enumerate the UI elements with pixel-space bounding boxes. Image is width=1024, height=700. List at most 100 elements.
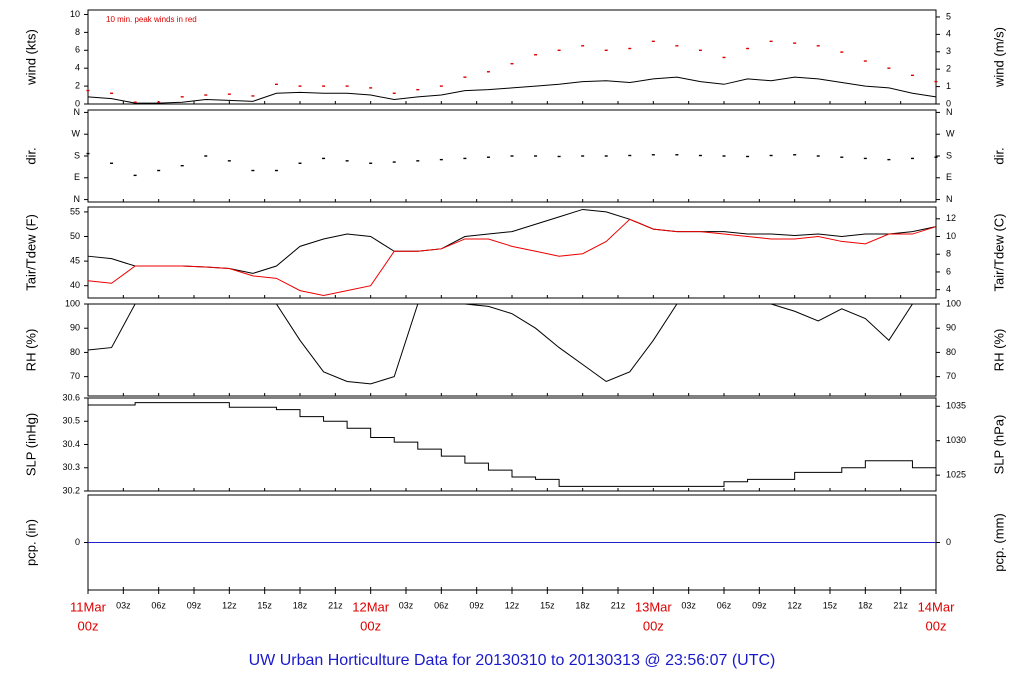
data-dot — [416, 88, 420, 91]
y2-tick-label: 1030 — [946, 435, 966, 445]
x-tick-label: 09z — [187, 600, 202, 610]
data-dot — [557, 49, 561, 51]
y-tick-label: 8 — [75, 27, 80, 37]
y2-axis-label: pcp. (mm) — [991, 513, 1006, 572]
y2-axis-label: dir. — [991, 147, 1006, 164]
y2-tick-label: 6 — [946, 266, 951, 276]
y2-tick-label: 1025 — [946, 470, 966, 480]
data-line — [87, 218, 937, 297]
y2-tick-label: E — [946, 172, 952, 182]
data-dot — [675, 45, 679, 47]
y-tick-label: S — [74, 150, 80, 160]
x-tick-label: 21z — [328, 600, 343, 610]
data-dot — [463, 76, 467, 78]
y2-tick-label: 8 — [946, 249, 951, 259]
y-tick-label: N — [74, 194, 81, 204]
data-dot — [439, 158, 443, 161]
y2-tick-label: N — [946, 194, 953, 204]
data-dot — [746, 47, 750, 50]
y2-tick-label: 10 — [946, 231, 956, 241]
x-tick-label: 03z — [399, 600, 414, 610]
data-dot — [863, 60, 867, 62]
y-tick-label: E — [74, 172, 80, 182]
data-dot — [698, 49, 702, 51]
x-tick-label: 09z — [469, 600, 484, 610]
data-dot — [769, 154, 773, 157]
y-tick-label: 30.4 — [62, 439, 80, 449]
y-axis-label: RH (%) — [23, 329, 38, 372]
data-dot — [934, 156, 938, 158]
y-axis-label: SLP (inHg) — [23, 413, 38, 476]
y-axis-label: dir. — [23, 147, 38, 164]
data-dot — [793, 42, 797, 44]
data-dot — [345, 85, 349, 87]
y-tick-label: 0 — [75, 537, 80, 547]
data-dot — [251, 95, 255, 97]
data-dot — [298, 162, 302, 164]
data-dot — [840, 51, 844, 53]
data-dot — [345, 160, 349, 162]
data-dot — [133, 101, 137, 103]
data-dot — [746, 155, 750, 158]
y-tick-label: 30.3 — [62, 462, 80, 472]
y2-tick-label: 2 — [946, 64, 951, 74]
data-dot — [369, 162, 373, 164]
data-dot — [463, 157, 467, 160]
x-date-label: 12Mar — [352, 599, 390, 614]
data-dot — [793, 154, 797, 156]
annotation: 10 min. peak winds in red — [106, 15, 197, 24]
y-tick-label: 6 — [75, 45, 80, 55]
x-date-label: 14Mar — [918, 599, 956, 614]
x-tick-label: 18z — [293, 600, 308, 610]
data-dot — [628, 154, 632, 157]
y2-tick-label: S — [946, 150, 952, 160]
y2-tick-label: 1 — [946, 81, 951, 91]
x-tick-label: 21z — [611, 600, 626, 610]
data-dot — [486, 156, 490, 158]
y-tick-label: 40 — [70, 280, 80, 290]
x-tick-label: 12z — [505, 600, 520, 610]
y-tick-label: W — [72, 129, 81, 139]
x-tick-label: 12z — [787, 600, 802, 610]
data-dot — [110, 162, 114, 164]
y2-tick-label: 5 — [946, 11, 951, 21]
y2-tick-label: 0 — [946, 98, 951, 108]
x-tick-label: 18z — [858, 600, 873, 610]
x-tick-label: 15z — [257, 600, 272, 610]
y2-tick-label: N — [946, 107, 953, 117]
data-dot — [651, 40, 655, 43]
data-dot — [439, 85, 443, 87]
panel-frame — [87, 206, 937, 299]
data-line — [87, 303, 913, 385]
data-dot — [698, 154, 702, 157]
data-dot — [863, 157, 867, 160]
x-hour-label: 00z — [926, 618, 947, 633]
data-dot — [392, 92, 396, 94]
y-tick-label: 100 — [65, 298, 80, 308]
data-dot — [180, 164, 184, 167]
y-tick-label: 30.2 — [62, 485, 80, 495]
data-dot — [769, 40, 773, 43]
data-dot — [369, 87, 373, 89]
data-dot — [581, 45, 585, 47]
data-dot — [251, 169, 255, 172]
x-date-label: 11Mar — [70, 599, 107, 614]
y2-tick-label: 12 — [946, 213, 956, 223]
data-dot — [180, 96, 184, 98]
data-dot — [204, 155, 208, 157]
x-hour-label: 00z — [643, 618, 664, 633]
data-dot — [486, 71, 490, 73]
data-dot — [392, 161, 396, 163]
data-dot — [581, 155, 585, 157]
y2-tick-label: 3 — [946, 46, 951, 56]
data-dot — [675, 154, 679, 156]
y-tick-label: 2 — [75, 80, 80, 90]
data-dot — [910, 157, 914, 160]
data-dot — [274, 83, 278, 86]
data-dot — [840, 156, 844, 158]
y2-tick-label: 80 — [946, 347, 956, 357]
panel-frame — [87, 9, 937, 105]
data-dot — [887, 158, 891, 161]
y-tick-label: 30.5 — [62, 416, 80, 426]
